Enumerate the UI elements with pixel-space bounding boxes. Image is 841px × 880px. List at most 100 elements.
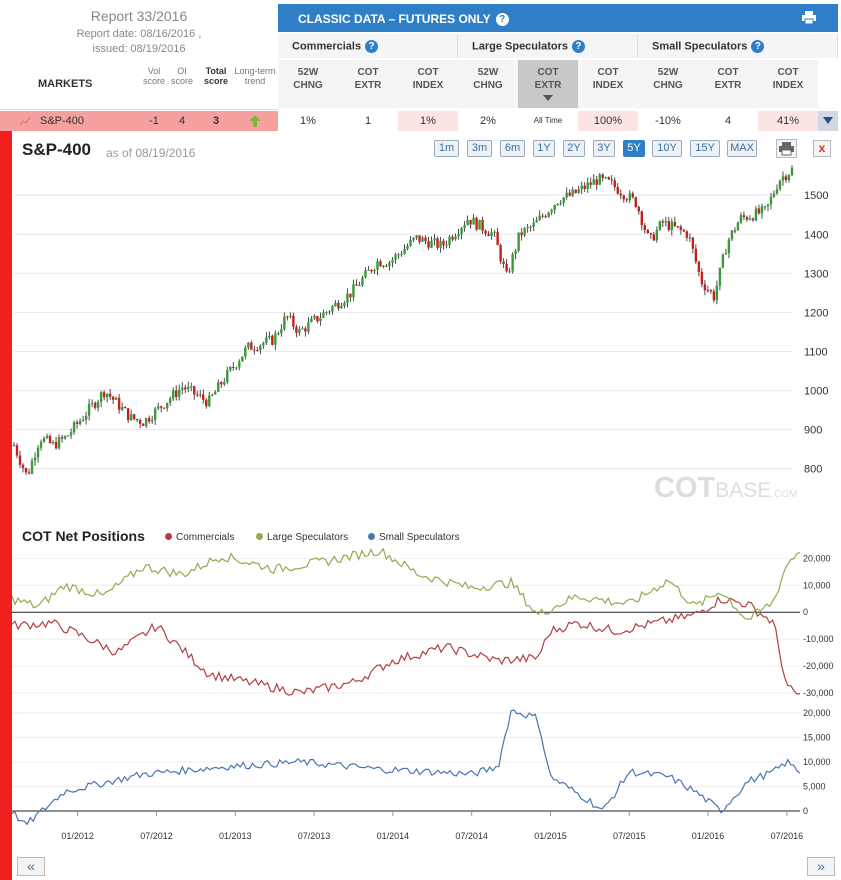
candle-body <box>595 179 598 185</box>
candle-body <box>556 203 559 206</box>
candle-body <box>114 397 118 400</box>
candle-body <box>745 216 749 220</box>
candle-body <box>709 290 713 292</box>
range-3m-button[interactable]: 3m <box>467 140 492 157</box>
candle-body <box>412 237 415 240</box>
candle-body <box>322 312 325 318</box>
candle-body <box>117 397 121 410</box>
candle-body <box>757 208 761 214</box>
range-3y-button[interactable]: 3Y <box>593 140 615 157</box>
candle-body <box>355 284 358 286</box>
large-speculators-line <box>12 548 801 620</box>
col-comm-extr[interactable]: COT EXTR <box>338 60 398 108</box>
candle-body <box>700 271 704 285</box>
next-button[interactable]: » <box>807 857 835 876</box>
candle-body <box>457 234 460 237</box>
range-5y-button[interactable]: 5Y <box>623 140 645 157</box>
range-6m-button[interactable]: 6m <box>500 140 525 157</box>
large-52w-value: 2% <box>458 111 518 131</box>
col-large-52w[interactable]: 52W CHNG <box>458 60 518 108</box>
watermark: COTBASE.COM <box>654 472 798 504</box>
range-1y-button[interactable]: 1Y <box>533 140 555 157</box>
group-commercials: Commercials? <box>278 34 458 58</box>
legend-large-speculators[interactable]: Large Speculators <box>256 532 348 543</box>
col-large-index[interactable]: COT INDEX <box>578 60 638 108</box>
candle-body <box>33 457 37 461</box>
candle-body <box>667 221 671 231</box>
candle-body <box>415 235 418 238</box>
candle-body <box>87 403 91 416</box>
y-tick-label: 10,000 <box>803 757 831 767</box>
report-issued: issued: 08/19/2016 <box>92 43 186 55</box>
price-chart: 800 900 1000 1100 1200 1300 1400 1500 <box>12 165 828 476</box>
candle-body <box>36 447 40 458</box>
candle-body <box>520 232 523 236</box>
collapse-button[interactable] <box>818 111 838 131</box>
candle-body <box>691 237 695 249</box>
print-icon[interactable] <box>802 11 816 24</box>
range-15y-button[interactable]: 15Y <box>690 140 720 157</box>
legend-commercials[interactable]: Commercials <box>165 532 234 543</box>
candle-body <box>442 240 445 246</box>
y-tick-label: 1400 <box>804 229 828 241</box>
col-small-index[interactable]: COT INDEX <box>758 60 818 108</box>
candle-body <box>781 176 785 181</box>
close-chart-button[interactable]: x <box>813 140 831 157</box>
candle-body <box>613 180 616 188</box>
help-icon[interactable]: ? <box>365 40 379 53</box>
range-max-button[interactable]: MAX <box>727 140 757 157</box>
report-date: Report date: 08/16/2016 , <box>76 28 202 40</box>
selection-marker <box>0 131 12 880</box>
market-cell[interactable] <box>0 111 278 131</box>
candle-body <box>105 393 109 398</box>
candle-body <box>742 215 746 217</box>
print-chart-button[interactable] <box>776 139 797 158</box>
candle-body <box>499 245 502 262</box>
candle-body <box>39 441 43 448</box>
candle-body <box>229 366 232 371</box>
candle-body <box>307 322 310 332</box>
range-2y-button[interactable]: 2Y <box>563 140 585 157</box>
small-speculators-line <box>12 709 801 826</box>
candle-body <box>670 221 674 231</box>
y-tick-label: 900 <box>804 425 822 437</box>
candle-body <box>685 231 689 238</box>
total-score: 3 <box>212 115 220 127</box>
candle-body <box>577 189 580 193</box>
candle-body <box>553 205 556 211</box>
legend-small-speculators[interactable]: Small Speculators <box>368 532 460 543</box>
help-icon[interactable]: ? <box>495 13 509 27</box>
help-icon[interactable]: ? <box>751 40 765 53</box>
candle-body <box>784 176 788 181</box>
x-tick-label: 07/2015 <box>613 831 646 841</box>
candle-body <box>349 293 352 298</box>
y-tick-label: 5,000 <box>803 781 826 791</box>
table-row[interactable]: S&P-400 -1 4 3 1% 1 1% 2% All Time 100% … <box>0 111 841 131</box>
candle-body <box>54 441 58 449</box>
col-comm-52w[interactable]: 52W CHNG <box>278 60 338 108</box>
candle-body <box>184 387 187 390</box>
candle-body <box>165 402 169 409</box>
small-52w-value: -10% <box>638 111 698 131</box>
candle-body <box>673 221 677 227</box>
candle-body <box>295 326 298 333</box>
candle-body <box>247 342 250 348</box>
col-large-extr[interactable]: COT EXTR <box>518 60 578 108</box>
candle-body <box>238 361 241 368</box>
candle-body <box>391 259 394 263</box>
candle-body <box>628 193 631 201</box>
market-name[interactable]: S&P-400 <box>40 115 85 127</box>
candle-body <box>565 192 568 198</box>
col-small-extr[interactable]: COT EXTR <box>698 60 758 108</box>
candle-body <box>643 225 647 231</box>
candle-body <box>21 464 25 469</box>
range-1m-button[interactable]: 1m <box>434 140 459 157</box>
range-10y-button[interactable]: 10Y <box>652 140 682 157</box>
candle-body <box>727 239 731 254</box>
candle-body <box>460 228 463 235</box>
help-icon[interactable]: ? <box>571 40 585 53</box>
prev-button[interactable]: « <box>17 857 45 876</box>
report-title: Report 33/2016 <box>90 8 188 24</box>
col-comm-index[interactable]: COT INDEX <box>398 60 458 108</box>
col-small-52w[interactable]: 52W CHNG <box>638 60 698 108</box>
